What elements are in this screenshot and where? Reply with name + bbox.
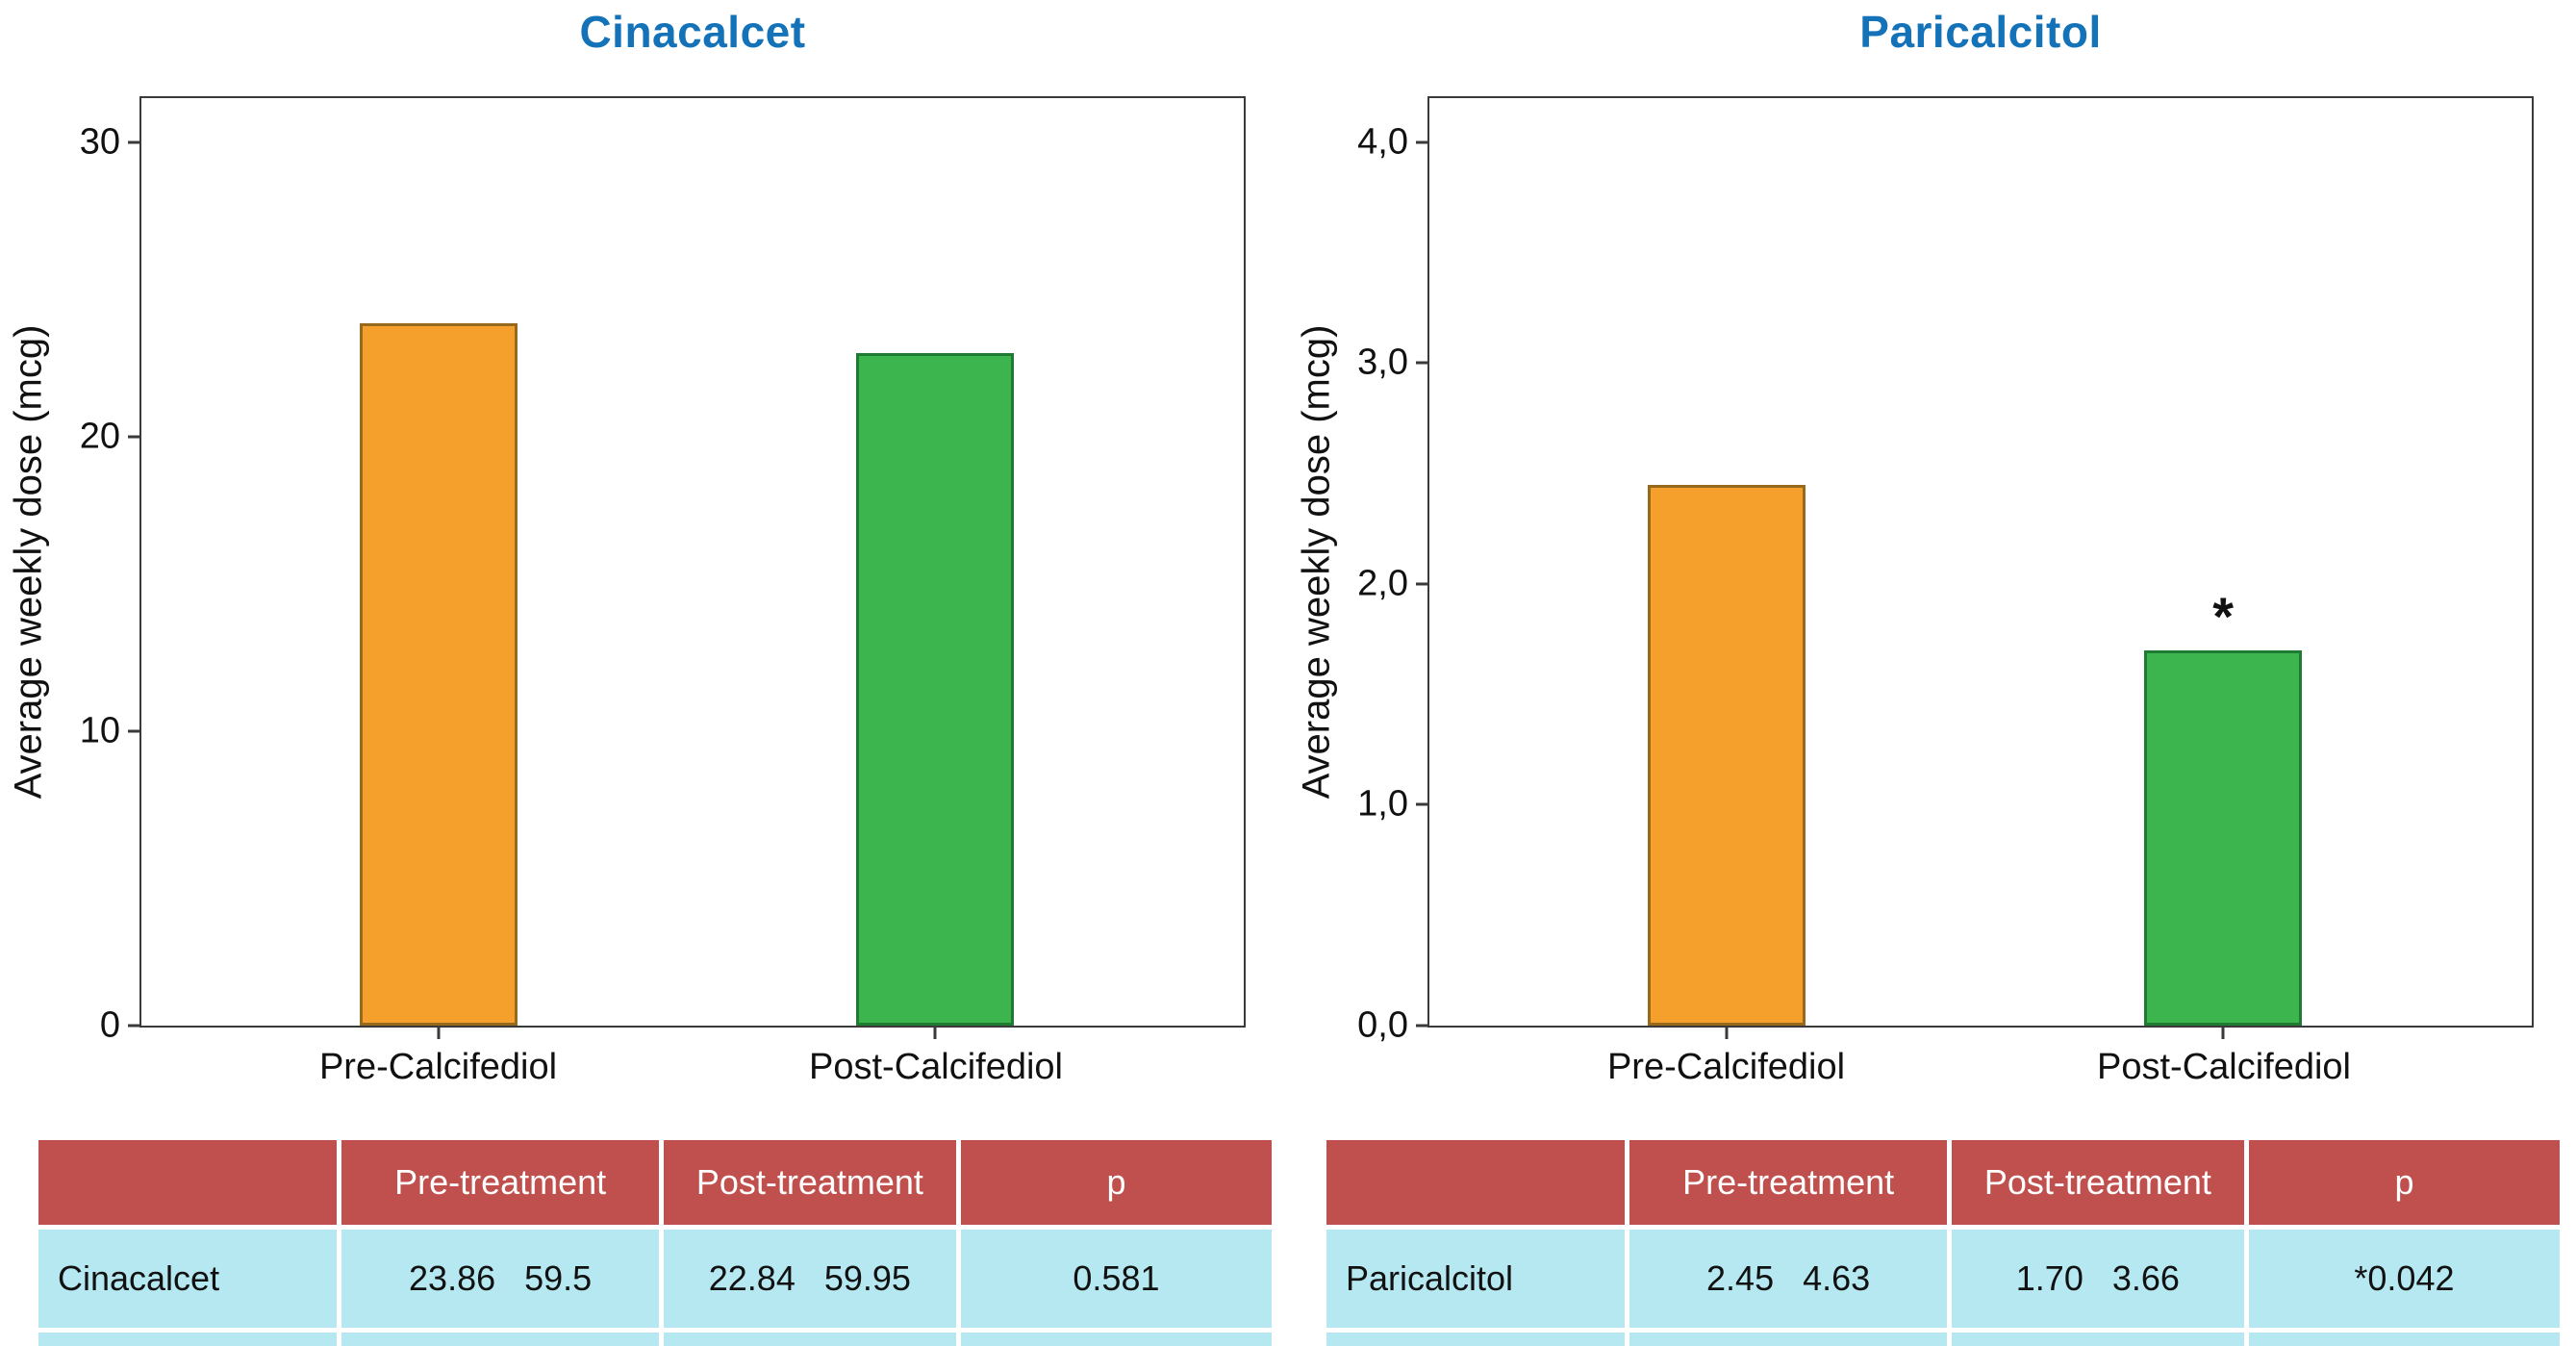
y-tick-mark: [1416, 802, 1429, 806]
x-tick-mark: [933, 1028, 937, 1039]
post-mean: 1.70: [2015, 1258, 2084, 1298]
table-strip-cell: [1951, 1333, 2244, 1346]
y-tick-mark: [128, 435, 141, 439]
x-category-label: Post-Calcifediol: [2097, 1047, 2351, 1087]
y-tick-label: 30: [79, 121, 120, 163]
table-cell-p: *0.042: [2248, 1230, 2560, 1328]
table-header-p: p: [960, 1140, 1272, 1225]
pre-sd: 4.63: [1803, 1258, 1871, 1298]
table-header-pre-treatment: Pre-treatment: [341, 1140, 659, 1225]
table-cell-post: 1.70 3.66: [1951, 1230, 2244, 1328]
y-tick-label: 10: [79, 710, 120, 751]
x-category-label: Pre-Calcifediol: [1606, 1047, 1846, 1087]
significance-asterisk: *: [2212, 586, 2235, 648]
bar-pre-calcifediol: [1648, 484, 1806, 1026]
y-tick-label: 0,0: [1357, 1004, 1408, 1046]
y-tick-mark: [1416, 1024, 1429, 1028]
x-tick-mark: [1725, 1028, 1729, 1039]
table-header-pre-treatment: Pre-treatment: [1629, 1140, 1947, 1225]
post-mean: 22.84: [708, 1258, 796, 1298]
y-tick-label: 20: [79, 416, 120, 457]
table-strip-cell: [341, 1333, 659, 1346]
table-strip-cell: [1629, 1333, 1947, 1346]
post-sd: 3.66: [2111, 1258, 2180, 1298]
x-axis-labels: Pre-Calcifediol Post-Calcifediol: [1427, 1047, 2534, 1105]
y-axis-label: Average weekly dose (mcg): [1295, 324, 1338, 800]
table-cell-post: 22.84 59.95: [663, 1230, 956, 1328]
table-strip-cell: [38, 1333, 338, 1346]
table-strip-cell: [960, 1333, 1272, 1346]
y-tick-mark: [1416, 582, 1429, 586]
y-tick-label: 1,0: [1357, 783, 1408, 825]
x-tick-mark: [2221, 1028, 2225, 1039]
table-header-empty: [1326, 1140, 1626, 1225]
pre-sd: 59.5: [524, 1258, 593, 1298]
y-tick-label: 2,0: [1357, 563, 1408, 604]
y-tick-mark: [128, 140, 141, 144]
y-tick-mark: [1416, 361, 1429, 365]
table-header-post-treatment: Post-treatment: [663, 1140, 956, 1225]
table-strip-cell: [1326, 1333, 1626, 1346]
y-tick-label: 4,0: [1357, 121, 1408, 163]
y-tick-mark: [128, 1024, 141, 1028]
plot-area: 0,0 1,0 2,0 3,0 4,0 *: [1357, 96, 2534, 1046]
table-row-label: Paricalcitol: [1326, 1230, 1626, 1328]
chart-title-cinacalcet: Cinacalcet: [579, 7, 806, 57]
stats-table-cinacalcet: Pre-treatment Post-treatment p Cinacalce…: [38, 1140, 1272, 1346]
pre-mean: 2.45: [1706, 1258, 1775, 1298]
table-header-p: p: [2248, 1140, 2560, 1225]
y-tick-mark: [1416, 140, 1429, 144]
y-tick-mark: [128, 729, 141, 733]
x-category-label: Post-Calcifediol: [809, 1047, 1063, 1087]
plot-area: 0 10 20 30: [80, 96, 1246, 1046]
bar-post-calcifediol: [856, 353, 1015, 1026]
table-cell-p: 0.581: [960, 1230, 1272, 1328]
post-sd: 59.95: [823, 1258, 911, 1298]
y-axis-label: Average weekly dose (mcg): [7, 324, 50, 800]
table-cell-pre: 2.45 4.63: [1629, 1230, 1947, 1328]
bar-post-calcifediol: [2144, 649, 2303, 1026]
table-strip-cell: [663, 1333, 956, 1346]
table-row-label: Cinacalcet: [38, 1230, 338, 1328]
chart-title-paricalcitol: Paricalcitol: [1859, 7, 2102, 57]
x-category-label: Pre-Calcifediol: [318, 1047, 558, 1087]
table-strip-cell: [2248, 1333, 2560, 1346]
panel-cinacalcet: Cinacalcet Average weekly dose (mcg) 0 10…: [7, 7, 1272, 1346]
pre-mean: 23.86: [409, 1258, 496, 1298]
table-header-empty: [38, 1140, 338, 1225]
table-cell-pre: 23.86 59.5: [341, 1230, 659, 1328]
x-tick-mark: [437, 1028, 441, 1039]
y-tick-label: 3,0: [1357, 342, 1408, 383]
stats-table-paricalcitol: Pre-treatment Post-treatment p Paricalci…: [1326, 1140, 2560, 1346]
panel-paricalcitol: Paricalcitol Average weekly dose (mcg) 0…: [1288, 0, 2576, 1346]
bar-pre-calcifediol: [360, 322, 518, 1026]
y-tick-label: 0: [99, 1004, 120, 1046]
x-axis-labels: Pre-Calcifediol Post-Calcifediol: [139, 1047, 1246, 1105]
table-header-post-treatment: Post-treatment: [1951, 1140, 2244, 1225]
